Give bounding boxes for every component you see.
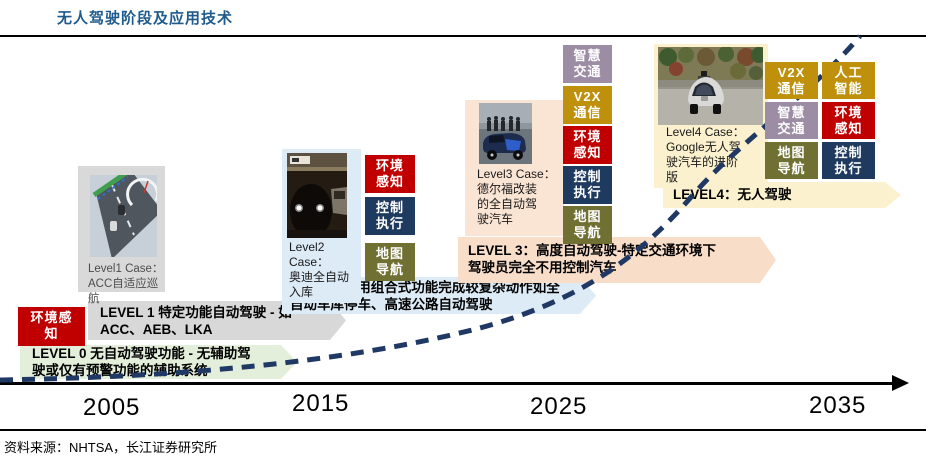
page-title: 无人驾驶阶段及应用技术 [57,10,234,27]
tag-control-exec-l2: 控制 执行 [365,197,415,235]
level3-strip: LEVEL 3：高度自动驾驶-特定交通环境下 驾驶员完全不用控制汽车 [458,237,776,283]
tag-smart-traffic-l3: 智慧 交通 [563,45,612,83]
tag-map-nav-l4: 地图 导航 [765,142,818,179]
timeline-arrowhead-icon [892,375,909,391]
footer-divider [0,429,926,431]
level4-case-caption: Level4 Case： Google无人驾 驶汽车的进阶 版 [666,125,745,184]
tag-env-perception-l2: 环境 感知 [365,155,415,193]
tag-smart-traffic-l4: 智慧 交通 [765,102,818,139]
level3-case-caption: Level3 Case： 德尔福改装 的全自动驾 驶汽车 [477,167,556,226]
level4-case-card: Level4 Case： Google无人驾 驶汽车的进阶 版 [654,44,768,188]
level1-case-caption: Level1 Case： ACC自适应巡航 [88,263,164,305]
timeline-axis [0,382,894,385]
level3-case-card: Level3 Case： 德尔福改装 的全自动驾 驶汽车 [465,100,564,236]
tag-env-perception-l4: 环境 感知 [822,102,875,139]
tag-map-nav-l2: 地图 导航 [365,243,415,281]
source-note: 资料来源：NHTSA，长江证券研究所 [4,440,218,455]
level0-strip: LEVEL 0 无自动驾驶功能 - 无辅助驾 驶或仅有预警功能的辅助系统 [20,345,297,379]
tag-ai-l4: 人工 智能 [822,62,875,99]
level2-case-photo-garage [287,153,347,238]
level3-case-photo-delphi-car [479,103,532,164]
level4-case-photo-google-car [658,47,763,125]
tag-v2x-comm-l3: V2X 通信 [563,86,612,124]
year-2005: 2005 [83,394,141,421]
tag-v2x-comm-l4: V2X 通信 [765,62,818,99]
header-divider [0,35,926,37]
level1-case-card: Level1 Case： ACC自适应巡航 [78,166,165,305]
tag-control-exec-l4: 控制 执行 [822,142,875,179]
year-2015: 2015 [292,390,350,417]
tag-control-exec-l3: 控制 执行 [563,166,612,204]
tag-map-nav-l3: 地图 导航 [563,206,612,244]
tag-env-perception-l3: 环境 感知 [563,126,612,164]
year-2035: 2035 [809,392,867,419]
level2-case-caption: Level2 Case： 奥迪全自动 入库 [289,240,350,299]
year-2025: 2025 [530,393,588,420]
level2-case-card: Level2 Case： 奥迪全自动 入库 [282,149,361,303]
tag-env-perception-level1: 环境感 知 [18,307,85,346]
level1-case-photo-acc-road [90,175,157,257]
